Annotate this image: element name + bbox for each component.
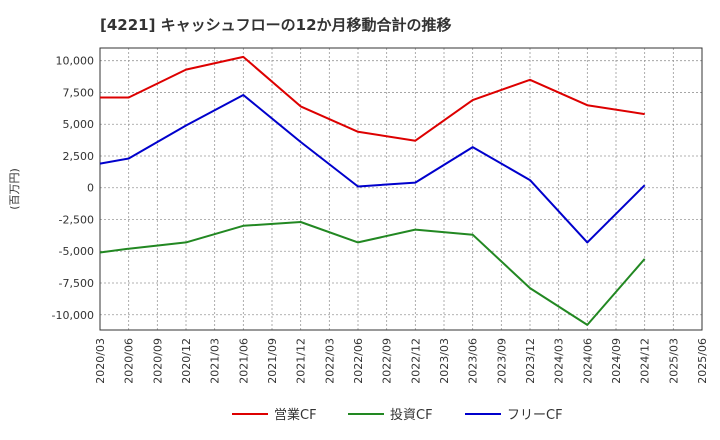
legend-label-0: 営業CF: [274, 407, 317, 423]
plot-frame: [99, 47, 703, 331]
y-axis-label: (百万円): [8, 168, 21, 210]
x-tick-label: 2024/03: [553, 338, 566, 384]
y-tick-label: -7,500: [59, 277, 94, 290]
x-tick-label: 2023/09: [495, 338, 508, 384]
x-tick-label: 2022/09: [381, 338, 394, 384]
series-line-0: [100, 55, 645, 142]
x-tick-label: 2025/06: [696, 338, 709, 384]
y-tick-label: -10,000: [52, 309, 94, 322]
x-tick-label: 2020/09: [151, 338, 164, 384]
x-tick-label: 2020/03: [94, 338, 107, 384]
series-line-2: [99, 94, 646, 244]
series-line-1: [99, 221, 646, 326]
x-axis-ticks: 2020/03 2020/06 2020/09 2020/12 2021/03 2021/…: [94, 338, 709, 384]
x-tick-label: 2022/12: [409, 338, 422, 384]
x-tick-label: 2021/06: [237, 338, 250, 384]
x-tick-label: 2021/03: [209, 338, 222, 384]
y-tick-label: -5,000: [59, 245, 94, 258]
grid-layer: [99, 48, 703, 330]
y-tick-label: 5,000: [63, 118, 95, 131]
chart-title: [4221] キャッシュフローの12か月移動合計の推移: [100, 16, 452, 34]
legend-label-2: フリーCF: [507, 408, 563, 423]
x-tick-label: 2021/12: [295, 338, 308, 384]
y-axis-ticks: 10,000 7,500 5,000 2,500 0 -2,500 -5,000 -7,500…: [52, 55, 94, 322]
legend-label-1: 投資CF: [390, 407, 433, 423]
y-tick-label: 7,500: [63, 86, 95, 99]
x-tick-label: 2021/09: [266, 338, 279, 384]
y-tick-label: 0: [87, 182, 94, 195]
x-tick-label: 2022/06: [352, 338, 365, 384]
x-tick-label: 2025/03: [667, 338, 680, 384]
x-tick-label: 2023/12: [524, 338, 537, 384]
x-tick-label: 2023/06: [467, 338, 480, 384]
x-tick-label: 2022/03: [323, 338, 336, 384]
y-tick-label: 10,000: [56, 55, 95, 68]
series-layer: [99, 55, 646, 326]
x-tick-label: 2020/12: [180, 338, 193, 384]
x-tick-label: 2024/06: [581, 338, 594, 384]
y-tick-label: -2,500: [59, 213, 94, 226]
x-tick-label: 2023/03: [438, 338, 451, 384]
legend: 営業CF 投資CF フリーCF: [232, 407, 563, 423]
y-tick-label: 2,500: [63, 150, 95, 163]
x-tick-label: 2024/12: [639, 338, 652, 384]
x-tick-label: 2024/09: [610, 338, 623, 384]
x-tick-label: 2020/06: [123, 338, 136, 384]
